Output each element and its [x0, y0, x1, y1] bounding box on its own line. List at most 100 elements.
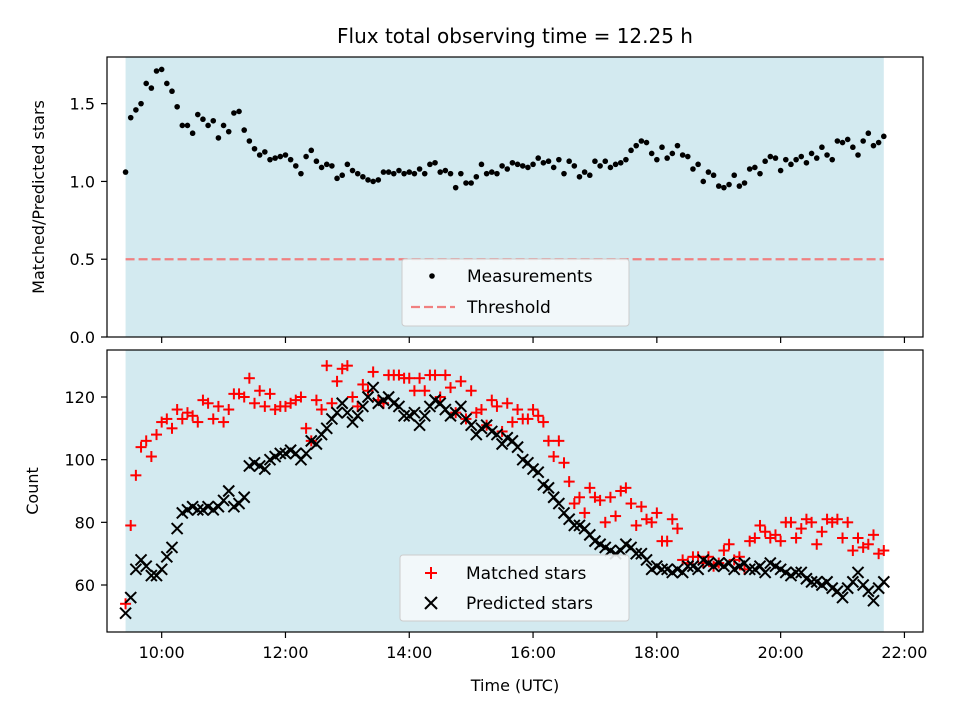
matched-star-point [878, 545, 890, 557]
predicted-star-stroke-b [165, 541, 179, 554]
measurement-point [287, 156, 294, 163]
predicted-star-stroke-b [439, 403, 452, 416]
predicted-star-stroke-b [764, 556, 777, 570]
measurement-point [705, 169, 712, 175]
measurement-point [777, 167, 784, 174]
measurement-point [349, 167, 356, 174]
predicted-star-point [568, 519, 581, 532]
predicted-star-stroke-b [392, 400, 406, 413]
measurement-point [458, 170, 464, 177]
predicted-star-point [356, 400, 370, 413]
measurement-point [220, 122, 227, 129]
measurement-point [788, 161, 794, 168]
measurement-point [262, 149, 268, 155]
predicted-star-stroke-b [831, 585, 844, 598]
measurement-point [354, 170, 361, 177]
predicted-star-stroke-b [851, 566, 865, 579]
bottom-y-axis-label: Count [23, 467, 42, 515]
measurement-point [339, 172, 346, 179]
matched-star-point [842, 516, 854, 528]
predicted-star-stroke-b [480, 418, 493, 432]
measurement-point [164, 80, 170, 87]
predicted-star-stroke-b [779, 566, 793, 579]
measurement-point [592, 158, 598, 165]
predicted-star-stroke-b [485, 425, 498, 438]
matched-star-point [512, 404, 524, 416]
predicted-star-stroke-b [593, 538, 607, 551]
measurement-point [824, 152, 830, 158]
matched-star-point [867, 529, 879, 541]
matched-star-point [243, 372, 255, 384]
measurement-point [643, 139, 650, 146]
measurement-point [628, 147, 634, 154]
matched-star-point [429, 369, 441, 381]
legend-predicted-label: Predicted stars [466, 594, 593, 614]
matched-star-point [434, 391, 446, 403]
matched-star-point [176, 413, 188, 425]
predicted-star-point [552, 497, 566, 510]
measurement-point [762, 158, 768, 165]
predicted-star-stroke-b [253, 459, 266, 473]
matched-star-point [475, 404, 487, 416]
predicted-star-point [191, 503, 204, 517]
matched-star-point [599, 516, 611, 528]
measurement-point [880, 133, 887, 140]
matched-star-point [579, 507, 591, 519]
measurement-point [236, 108, 242, 115]
top-y-axis-label: Matched/Predicted stars [29, 100, 48, 294]
predicted-star-stroke-b [361, 390, 375, 404]
measurement-point [865, 130, 872, 137]
measurement-point [648, 150, 655, 157]
matched-star-point [790, 532, 802, 544]
predicted-star-point [310, 437, 323, 451]
matched-star-point [316, 404, 328, 416]
predicted-star-stroke-b [547, 491, 560, 504]
measurement-point [617, 159, 624, 166]
predicted-star-point [274, 447, 287, 460]
predicted-star-stroke-b [877, 575, 891, 589]
y-tick-label: 1.5 [70, 95, 95, 114]
measurement-point [726, 181, 732, 188]
predicted-star-point [655, 563, 669, 576]
predicted-star-stroke-b [516, 453, 529, 466]
measurement-point [323, 161, 330, 168]
matched-star-point [130, 469, 142, 481]
measurement-point [174, 103, 180, 110]
predicted-star-stroke-b [604, 544, 617, 557]
measurement-point [488, 169, 495, 175]
predicted-star-point [542, 481, 555, 495]
predicted-star-stroke-b [805, 575, 818, 589]
matched-star-point [254, 385, 266, 397]
predicted-star-point [681, 559, 695, 573]
predicted-star-stroke-b [320, 422, 333, 435]
x-axis-label: Time (UTC) [470, 676, 559, 695]
predicted-star-stroke-b [542, 481, 555, 495]
predicted-star-stroke-b [660, 563, 674, 576]
y-tick-label: 0.0 [70, 328, 95, 347]
measurement-point [545, 158, 552, 165]
predicted-star-stroke-b [237, 491, 251, 504]
predicted-star-stroke-b [397, 409, 411, 423]
predicted-star-point [366, 381, 380, 394]
x-tick-label: 20:00 [758, 643, 804, 662]
predicted-star-stroke-b [129, 563, 143, 576]
measurement-point [504, 166, 511, 172]
legend-predicted-marker [424, 596, 438, 610]
measurement-point [313, 158, 320, 165]
bottom-y-ticks: 60 80 100 120 [64, 388, 107, 595]
measurement-point [514, 161, 521, 168]
predicted-star-point [464, 418, 478, 432]
measurement-point [468, 180, 474, 186]
measurement-point [669, 150, 676, 157]
top-legend-box [401, 258, 630, 327]
predicted-star-stroke-b [686, 559, 700, 573]
matched-star-point [754, 519, 766, 531]
bottom-legend: Matched stars Predicted stars [399, 554, 630, 622]
matched-star-point [594, 494, 606, 506]
measurement-point [447, 170, 454, 177]
measurement-point [292, 163, 299, 169]
measurement-point [365, 177, 371, 183]
measurement-point [194, 111, 201, 118]
measurement-point [571, 163, 578, 169]
